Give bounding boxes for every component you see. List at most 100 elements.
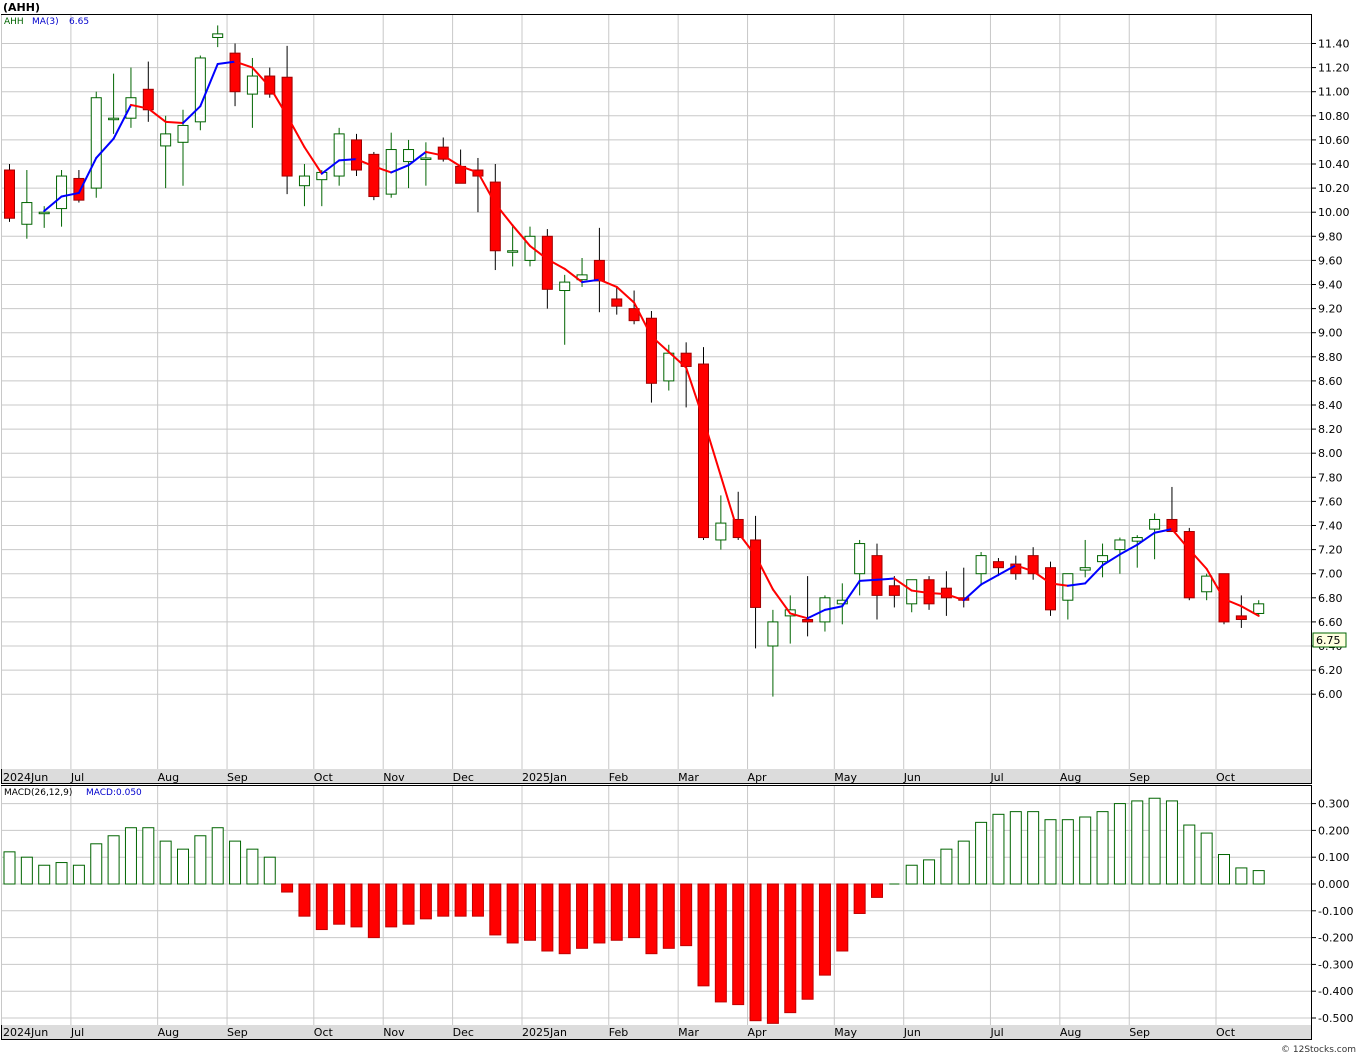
candle-body <box>541 235 553 290</box>
ma3-segment <box>650 335 670 353</box>
ma3-segment <box>112 103 132 140</box>
price-tick-label: 8.60 <box>1318 375 1343 388</box>
price-tick-label: 10.20 <box>1318 182 1350 195</box>
price-tick-label: 10.80 <box>1318 110 1350 123</box>
price-month-label: Jul <box>989 771 1003 784</box>
candle-body <box>715 522 727 541</box>
ma3-segment <box>685 366 705 421</box>
candle-body <box>836 599 848 605</box>
candle-body <box>593 259 605 282</box>
candle-body <box>732 518 744 539</box>
macd-bar <box>610 883 623 941</box>
price-month-label: Oct <box>314 771 334 784</box>
macd-bar <box>385 883 398 928</box>
price-tick-label: 8.20 <box>1318 423 1343 436</box>
macd-bar <box>576 883 589 949</box>
ma3-segment <box>199 62 219 108</box>
candle-body <box>403 149 415 163</box>
ma3-segment <box>60 191 80 198</box>
macd-grid <box>1 786 1311 1025</box>
macd-bar <box>662 883 675 949</box>
ma3-segment <box>355 158 375 168</box>
ma3-segment <box>841 579 861 608</box>
candle-body <box>1097 555 1109 563</box>
ma3-segment <box>719 475 740 534</box>
ma3-segment <box>823 605 844 611</box>
ma3-segment <box>476 171 497 205</box>
legend-macd-params: MACD(26,12,9) <box>4 788 72 798</box>
macd-tick-label: 0.000 <box>1318 878 1350 891</box>
price-month-label: Oct <box>1216 771 1236 784</box>
candle-body <box>992 561 1004 569</box>
macd-bar <box>992 813 1005 885</box>
ma3-segment <box>234 60 254 69</box>
macd-bar <box>853 883 866 914</box>
macd-bar <box>471 883 484 917</box>
candle-body <box>975 555 987 575</box>
macd-bar <box>749 883 762 1022</box>
candle-body <box>90 97 102 189</box>
price-tick-label: 6.80 <box>1318 592 1343 605</box>
macd-month-label: Feb <box>609 1026 628 1039</box>
price-grid <box>1 15 1311 769</box>
ma3-segment <box>182 105 202 125</box>
ma3-segment <box>737 531 757 557</box>
ma3-segment <box>338 158 358 162</box>
price-tick-label: 8.80 <box>1318 351 1343 364</box>
candle-body <box>160 133 172 147</box>
macd-month-label: Aug <box>1060 1026 1081 1039</box>
candle-body <box>437 146 449 160</box>
macd-bar <box>194 835 207 885</box>
candle-body <box>229 52 241 93</box>
candle-body <box>524 235 536 261</box>
price-tick-label: 6.00 <box>1318 688 1343 701</box>
legend-ticker: AHH <box>4 17 24 27</box>
macd-bar <box>489 883 502 936</box>
macd-month-label: Oct <box>314 1026 334 1039</box>
macd-month-label: May <box>834 1026 857 1039</box>
ma3-segment <box>43 195 63 212</box>
macd-bar <box>1235 867 1248 885</box>
candle-body <box>455 165 467 184</box>
candle-body <box>246 75 258 95</box>
candle-body <box>802 618 814 623</box>
ma3-segment <box>424 150 445 157</box>
price-tick-label: 7.60 <box>1318 495 1343 508</box>
candle-body <box>420 157 432 160</box>
macd-tick-label: 0.300 <box>1318 798 1350 811</box>
candle-body <box>1079 567 1091 571</box>
macd-bar <box>1200 832 1213 885</box>
macd-bar <box>506 883 519 944</box>
macd-month-label: Aug <box>158 1026 179 1039</box>
ma3-segment <box>164 120 184 125</box>
ma3-segment <box>1136 531 1156 546</box>
ma3-segment <box>945 593 965 602</box>
price-month-label: 2024Jun <box>3 771 48 784</box>
macd-bar <box>177 848 189 885</box>
ma3-segment <box>858 578 878 582</box>
macd-bar <box>714 883 727 1003</box>
macd-month-label: Sep <box>227 1026 248 1039</box>
ma3-segment <box>633 301 653 338</box>
macd-bar <box>1148 797 1161 885</box>
macd-bar <box>38 864 51 885</box>
macd-bar <box>402 883 415 925</box>
macd-bar <box>940 848 953 885</box>
ma3-segment <box>581 278 601 284</box>
macd-bar <box>1252 870 1265 885</box>
price-month-label: Jun <box>903 771 921 784</box>
price-month-label: 2025Jan <box>522 771 567 784</box>
macd-bar <box>419 883 432 920</box>
ma3-segment <box>598 278 618 288</box>
price-month-label: May <box>834 771 857 784</box>
ma3-segment <box>1223 598 1243 608</box>
price-tick-label: 9.40 <box>1318 279 1343 292</box>
candle-body <box>21 202 33 225</box>
ma3-segment <box>667 350 688 369</box>
price-tick-label: 9.00 <box>1318 327 1343 340</box>
price-month-label: Sep <box>227 771 248 784</box>
ma3-segment <box>77 156 98 194</box>
ma3-segment <box>372 165 393 174</box>
macd-bar <box>107 835 120 885</box>
macd-bar <box>124 827 137 885</box>
